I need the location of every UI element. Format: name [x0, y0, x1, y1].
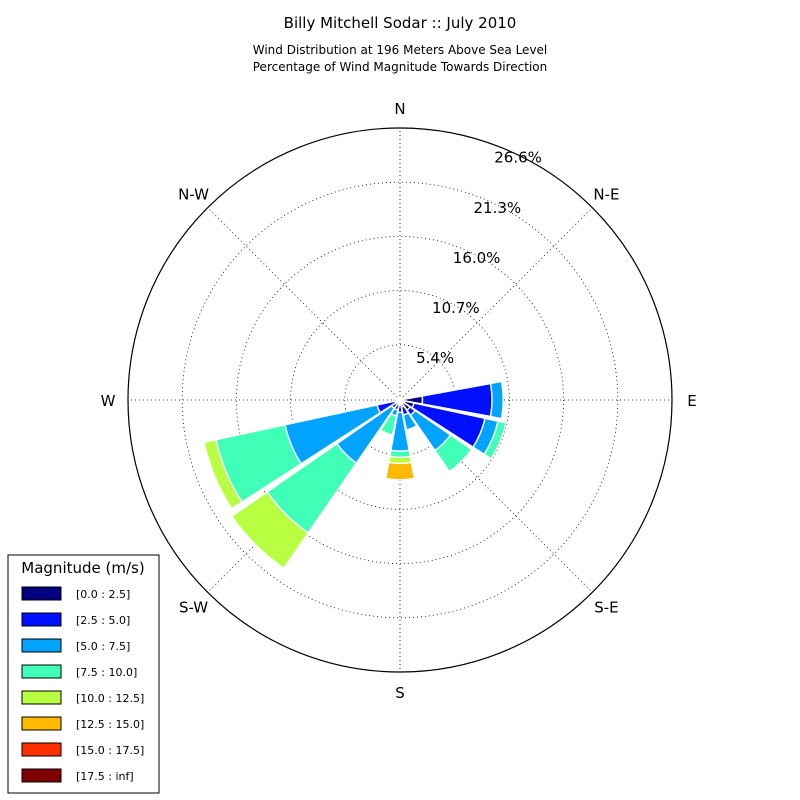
chart-subtitle-line-1: Wind Distribution at 196 Meters Above Se…	[253, 43, 548, 57]
direction-label: N-W	[178, 186, 209, 204]
direction-label: S	[395, 684, 405, 702]
grid-circle	[181, 181, 619, 619]
legend-swatch	[21, 664, 62, 679]
direction-labels: N N-E E S-E S S-W W N-W	[101, 100, 697, 702]
grid-circle	[290, 290, 510, 510]
radial-tick-label: 5.4%	[416, 349, 454, 367]
wind-bar	[284, 399, 401, 465]
legend-swatch	[21, 768, 62, 783]
direction-label: E	[687, 392, 696, 410]
wind-bar	[399, 382, 493, 418]
legend: Magnitude (m/s) [0.0 : 2.5] [2.5 : 5.0] [5…	[7, 554, 160, 794]
legend-label: [0.0 : 2.5]	[76, 588, 130, 601]
grid-spoke	[399, 207, 593, 401]
legend-label: [5.0 : 7.5]	[76, 640, 130, 653]
radial-tick-labels: 5.4% 10.7% 16.0% 21.3% 26.6%	[416, 149, 542, 367]
polar-grid	[127, 127, 673, 673]
grid-spoke	[399, 399, 593, 593]
legend-swatch	[21, 612, 62, 627]
legend-label: [10.0 : 12.5]	[76, 692, 144, 705]
wind-bar	[397, 397, 401, 401]
legend-swatch	[21, 716, 62, 731]
wind-bar	[389, 399, 411, 452]
wind-bar	[376, 399, 401, 414]
legend-label: [7.5 : 10.0]	[76, 666, 137, 679]
radial-tick-label: 10.7%	[432, 299, 480, 317]
legend-title: Magnitude (m/s)	[21, 559, 144, 577]
direction-label: N	[394, 100, 405, 118]
legend-swatch	[21, 742, 62, 757]
legend-swatch	[21, 690, 62, 705]
wind-bar	[335, 399, 401, 465]
radial-tick-label: 21.3%	[474, 199, 522, 217]
direction-label: N-E	[593, 186, 619, 204]
grid-spoke	[207, 207, 401, 401]
legend-swatch	[21, 586, 62, 601]
radial-tick-label: 16.0%	[453, 249, 501, 267]
direction-label: S-E	[594, 598, 618, 616]
legend-swatch	[21, 638, 62, 653]
outer-circle	[127, 127, 673, 673]
legend-label: [15.0 : 17.5]	[76, 744, 144, 757]
radial-tick-label: 26.6%	[494, 149, 542, 167]
legend-label: [2.5 : 5.0]	[76, 614, 130, 627]
legend-label: [17.5 : inf]	[76, 770, 134, 783]
legend-label: [12.5 : 15.0]	[76, 718, 144, 731]
chart-subtitle-line-2: Percentage of Wind Magnitude Towards Dir…	[253, 60, 547, 74]
grid-circle	[235, 235, 565, 565]
chart-title: Billy Mitchell Sodar :: July 2010	[284, 14, 517, 32]
wind-bars	[203, 380, 507, 570]
direction-label: W	[101, 392, 116, 410]
wind-bar	[399, 399, 486, 449]
direction-label: S-W	[179, 598, 208, 616]
